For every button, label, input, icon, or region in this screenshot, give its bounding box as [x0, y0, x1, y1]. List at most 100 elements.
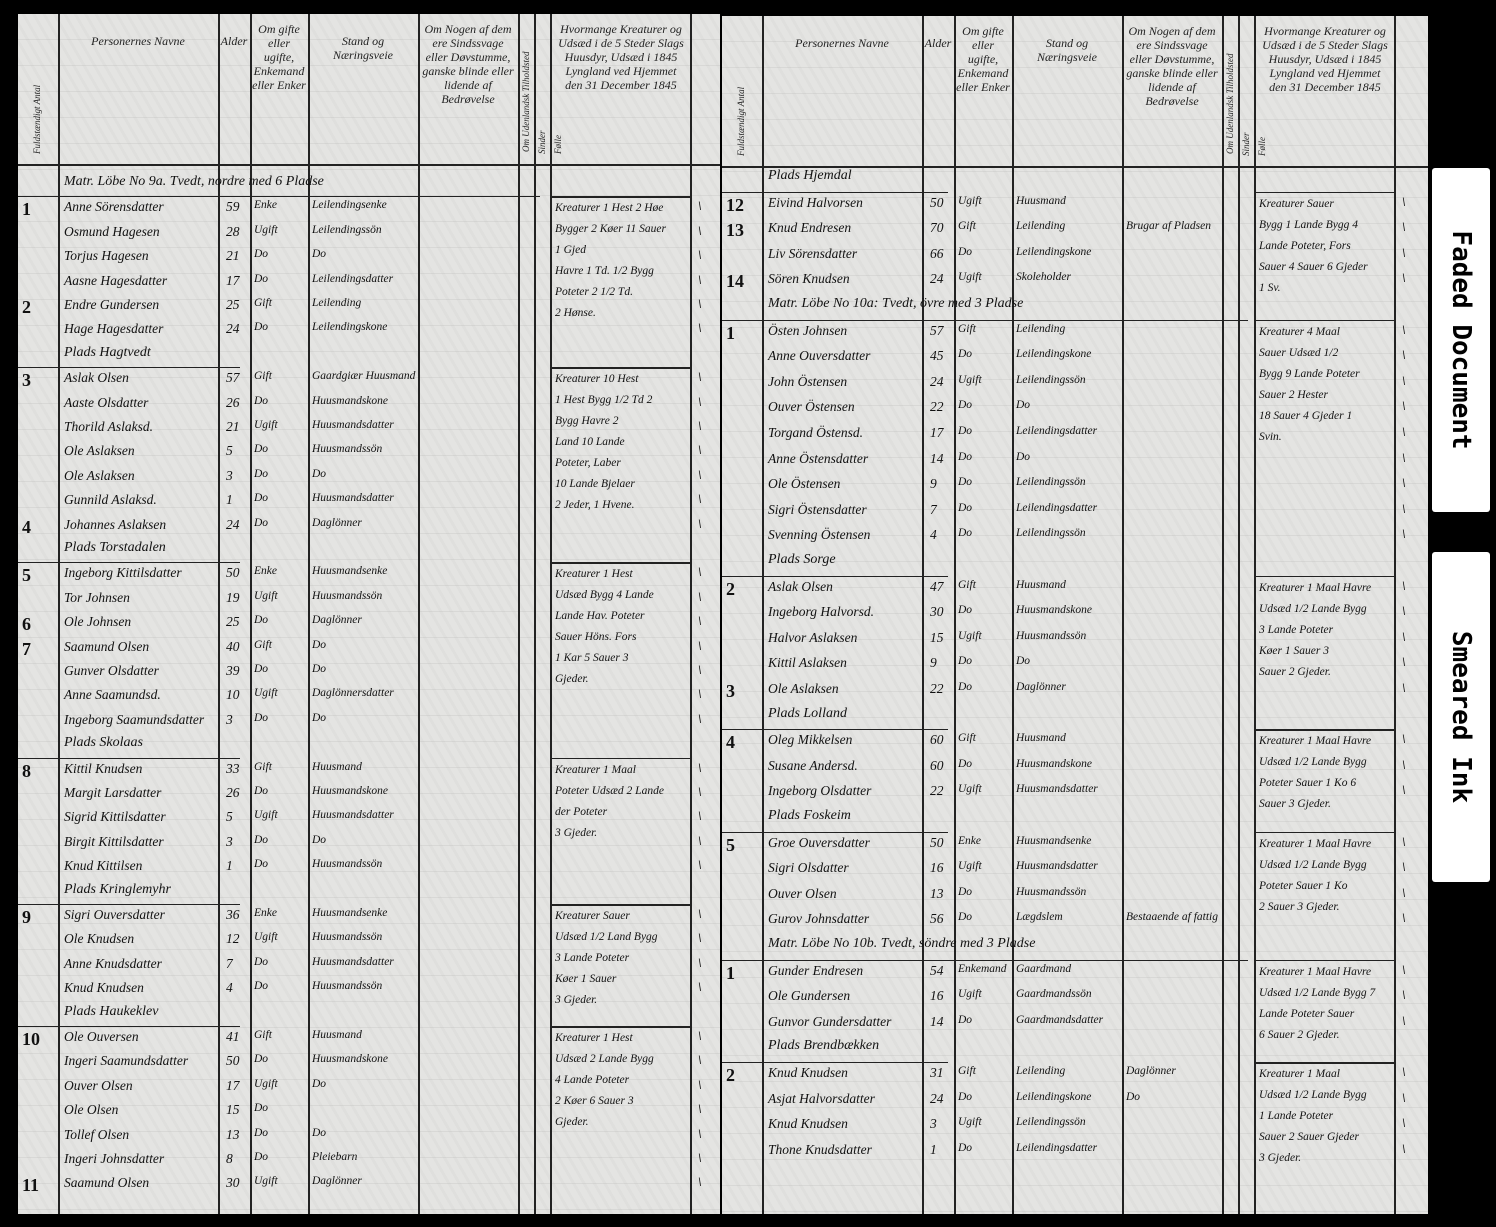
table-row: Tor Johnsen 19 Ugift Huusmandssön \	[18, 587, 720, 611]
tally-mark: \	[698, 466, 702, 482]
occupation: Do	[312, 248, 327, 261]
occupation: Huusmand	[312, 760, 362, 773]
column-rule	[954, 16, 956, 1214]
age: 17	[930, 425, 944, 440]
person-name: Knud Knudsen	[768, 1116, 848, 1132]
section-title: Plads Hagtvedt	[64, 344, 151, 360]
table-row: 9 Sigri Ouversdatter 36 Enke Huusmandsenke \	[18, 904, 720, 928]
occupation: Leilendingssön	[1016, 527, 1086, 540]
age: 36	[226, 907, 240, 922]
civil-status: Do	[254, 272, 269, 285]
person-name: Sören Knudsen	[768, 271, 850, 287]
section-title: Plads Skolaas	[64, 735, 143, 751]
civil-status: Gift	[958, 578, 976, 591]
occupation: Daglönner	[312, 1175, 362, 1188]
table-row: Anne Östensdatter 14 Do Do \	[722, 448, 1428, 474]
occupation: Huusmandsdatter	[312, 492, 394, 505]
occupation: Huusmandskone	[312, 1053, 389, 1066]
age: 9	[930, 476, 937, 492]
household-number: 8	[22, 760, 31, 781]
household-number: 9	[22, 907, 31, 927]
age: 17	[226, 272, 240, 288]
occupation: Leilendingssön	[1016, 476, 1086, 489]
tab-faded-document[interactable]: Faded Document	[1432, 168, 1490, 512]
age: 1	[930, 1141, 937, 1157]
table-row: Sigrid Kittilsdatter 5 Ugift Huusmandsdatte…	[18, 806, 720, 830]
person-name: Saamund Olsen	[64, 1175, 150, 1191]
person-name: Ole Östensen	[768, 476, 841, 492]
table-row: 2 Aslak Olsen 47 Gift Huusmand \	[722, 576, 1428, 602]
tally-mark: \	[698, 1125, 702, 1141]
tally-mark: \	[698, 784, 702, 799]
civil-status: Do	[958, 681, 973, 693]
section-title: Plads Kringlemyhr	[64, 881, 171, 897]
header-rule	[18, 164, 720, 166]
column-rule	[534, 14, 536, 1214]
section-title: Plads Foskeim	[768, 808, 851, 823]
column-header-count: Fuldstændigt Antal	[736, 86, 746, 156]
person-name: Gunder Endresen	[768, 962, 864, 978]
household-rule	[1254, 831, 1394, 834]
tally-mark: \	[698, 393, 702, 409]
person-name: Knud Knudsen	[768, 1065, 848, 1080]
age: 4	[226, 980, 233, 996]
person-name: Ingeri Johnsdatter	[64, 1151, 165, 1166]
table-row: 4 Oleg Mikkelsen 60 Gift Huusmand \	[722, 729, 1428, 755]
occupation: Huusmandsdatter	[1016, 783, 1098, 796]
civil-status: Ugift	[958, 194, 982, 207]
column-rule	[518, 14, 520, 1214]
person-name: Aasne Hagesdatter	[64, 272, 168, 288]
person-name: Anne Östensdatter	[768, 450, 869, 466]
occupation: Leilendingskone	[312, 321, 388, 334]
table-row: Hage Hagesdatter 24 Do Leilendingskone \	[18, 318, 720, 342]
column-rule	[762, 16, 764, 1214]
person-name: Aaste Olsdatter	[64, 394, 149, 410]
table-row: 2 Knud Knudsen 31 Gift Leilending Daglönner \	[722, 1062, 1428, 1088]
occupation: Do	[1016, 655, 1031, 668]
age: 25	[226, 614, 240, 630]
age: 24	[226, 516, 240, 532]
age: 60	[930, 757, 944, 773]
person-name: Birgit Kittilsdatter	[64, 833, 164, 849]
section-heading: Matr. Löbe No 10a: Tvedt, övre med 3 Pla…	[722, 294, 1248, 321]
person-name: Eivind Halvorsen	[768, 194, 863, 210]
person-name: Knud Knudsen	[64, 980, 144, 996]
occupation: Lægdslem	[1016, 911, 1063, 924]
occupation: Do	[1016, 450, 1031, 463]
column-header-stock-a: Sinder	[537, 130, 547, 155]
person-name: Ole Knudsen	[64, 931, 135, 947]
table-row: Ouver Olsen 13 Do Huusmandssön \	[722, 883, 1428, 909]
civil-status: Ugift	[958, 629, 982, 642]
right-page: Fuldstændigt Antal Personernes Navne Alder…	[722, 16, 1428, 1214]
civil-status: Do	[254, 663, 269, 675]
occupation: Huusmandskone	[1016, 604, 1093, 617]
occupation: Huusmand	[1016, 194, 1066, 207]
occupation: Do	[312, 638, 327, 651]
column-header-remarks: Om Nogen af dem ere Sindssvage eller Døv…	[1126, 24, 1218, 108]
occupation: Do	[312, 467, 327, 480]
household-rule	[550, 904, 690, 906]
table-row: Ole Östensen 9 Do Leilendingssön \	[722, 473, 1428, 499]
age: 39	[226, 663, 240, 678]
section-heading: Matr. Löbe No 9a. Tvedt, nordre med 6 Pl…	[18, 172, 540, 198]
civil-status: Enke	[958, 834, 981, 847]
person-name: Svenning Östensen	[768, 527, 871, 543]
occupation: Huusmandsenke	[312, 565, 388, 578]
household-number: 6	[22, 614, 31, 635]
column-rule	[1254, 16, 1256, 1214]
tab-smeared-ink[interactable]: Smeared Ink	[1432, 552, 1490, 882]
person-name: Margit Larsdatter	[64, 785, 162, 800]
column-header-occupation: Stand og Næringsveie	[1037, 36, 1097, 64]
person-name: Johannes Aslaksen	[64, 516, 167, 532]
tally-mark: \	[698, 808, 702, 824]
civil-status: Ugift	[254, 931, 278, 944]
occupation: Leilending	[1016, 220, 1066, 233]
tally-mark: \	[698, 222, 702, 238]
civil-status: Ugift	[254, 589, 278, 602]
section-title: Matr. Löbe No 10b. Tvedt, söndre med 3 P…	[768, 936, 1036, 951]
tally-mark: \	[1402, 449, 1406, 465]
livestock-note: Kreaturer 10 Hest 1 Hest Bygg 1/2 Td 2 B…	[555, 373, 653, 512]
tally-mark: \	[698, 906, 702, 921]
column-rule	[308, 14, 310, 1214]
household-number: 14	[726, 271, 744, 292]
